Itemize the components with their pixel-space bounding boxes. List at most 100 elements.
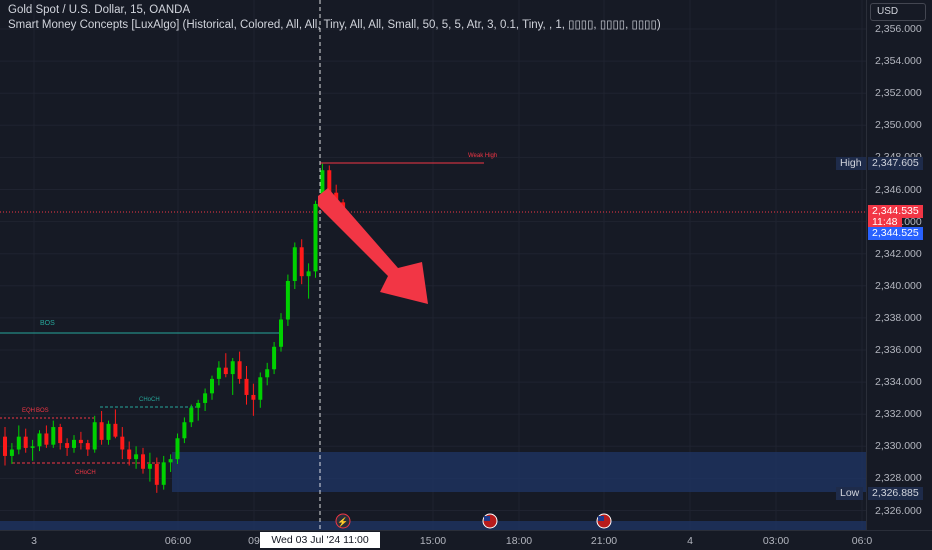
price-tick: 2,346.000 (875, 183, 922, 196)
candle-body (99, 422, 104, 440)
price-tick: 2,326.000 (875, 504, 922, 517)
candle-body (113, 423, 118, 437)
candle (58, 423, 63, 450)
chart-canvas[interactable]: BOS CHoCH EQH BOS CHoCH Weak High ⚡ (0, 0, 866, 530)
time-tick: 21:00 (590, 535, 618, 547)
candle-body (244, 378, 249, 395)
candle-body (285, 280, 290, 320)
candle (244, 366, 249, 405)
time-tick: 06:0 (851, 535, 873, 547)
price-tick: 2,330.000 (875, 440, 922, 453)
down-arrow-drawing[interactable] (318, 188, 428, 304)
current-price-label: 2,344.535 (868, 205, 923, 218)
candle (299, 239, 304, 285)
price-tick: 2,342.000 (875, 247, 922, 260)
candle (182, 417, 187, 444)
price-tick: 2,352.000 (875, 87, 922, 100)
candle-body (16, 436, 21, 450)
candle-body (78, 439, 83, 444)
candle-body (189, 407, 194, 423)
candle (265, 362, 270, 386)
candle (106, 420, 111, 445)
bottom-zone (0, 521, 866, 530)
candle-body (134, 454, 139, 460)
candle (203, 388, 208, 411)
candle (113, 409, 118, 439)
us-flag-event-icon[interactable] (482, 513, 498, 529)
candle (9, 443, 14, 464)
grid (0, 0, 866, 530)
candle-body (161, 462, 166, 485)
candle (78, 431, 83, 450)
candle (51, 420, 56, 448)
candle (237, 351, 242, 384)
time-axis[interactable]: 3 06:00 09 15:00 18:00 21:00 4 03:00 06:0 (0, 530, 932, 550)
choch-upper-label: CHoCH (139, 397, 160, 403)
time-tick: 18:00 (505, 535, 533, 547)
candle (147, 452, 152, 482)
candle-body (120, 436, 125, 450)
candle (175, 433, 180, 464)
candle (65, 438, 70, 456)
candle (168, 454, 173, 472)
candle-body (51, 427, 56, 445)
candle-body (237, 361, 242, 379)
candle (272, 341, 277, 375)
candle (141, 447, 145, 474)
candle-body (216, 367, 221, 379)
candle-body (279, 319, 283, 347)
candle (223, 353, 228, 378)
candle-body (265, 369, 270, 378)
candle (120, 427, 125, 460)
candle (216, 361, 221, 386)
high-tag: High (836, 157, 866, 170)
price-tick: 2,354.000 (875, 55, 922, 68)
time-tick: 06:00 (164, 535, 192, 547)
candle-body (175, 438, 180, 460)
candle (85, 439, 90, 456)
high-price-label: 2,347.605 (868, 157, 923, 170)
candle-body (141, 454, 145, 469)
candle-body (210, 378, 214, 394)
candle-body (320, 170, 325, 204)
flash-event-icon[interactable]: ⚡ (335, 513, 351, 529)
currency-button[interactable]: USD (870, 3, 926, 21)
candle-body (223, 367, 228, 375)
candle-body (37, 433, 42, 447)
candle-body (251, 394, 256, 400)
candle (23, 428, 28, 453)
bid-price-label: 2,344.525 (868, 227, 923, 240)
candle-body (23, 436, 28, 448)
us-flag-event-icon[interactable] (596, 513, 612, 529)
price-tick: 2,350.000 (875, 119, 922, 132)
candle (37, 430, 42, 452)
countdown-label: 11:48 (868, 216, 902, 229)
candle-body (3, 436, 7, 456)
candle-body (182, 422, 187, 439)
candle-body (44, 433, 49, 445)
candle (16, 425, 21, 455)
candle (196, 399, 201, 421)
candle-body (65, 443, 70, 448)
svg-text:⚡: ⚡ (337, 516, 348, 528)
candle-body (72, 439, 76, 448)
candle (127, 441, 132, 466)
candle (3, 427, 7, 466)
eqh-label: EQH (22, 408, 35, 414)
candle (230, 358, 235, 395)
candles (3, 163, 346, 493)
price-axis[interactable]: 2,356.000 2,354.000 2,352.000 2,350.000 2,34… (866, 0, 932, 530)
price-tick: 2,328.000 (875, 472, 922, 485)
candle-body (196, 402, 201, 408)
time-tick: 15:00 (419, 535, 447, 547)
candle-body (203, 393, 208, 403)
candle (92, 415, 97, 453)
chart-pane[interactable]: BOS CHoCH EQH BOS CHoCH Weak High ⚡ (0, 0, 866, 530)
indicator-legend[interactable]: Smart Money Concepts [LuxAlgo] (Historic… (8, 19, 661, 31)
candle (154, 457, 159, 493)
crosshair-time-label: Wed 03 Jul '24 11:00 (260, 532, 380, 548)
candle-body (106, 423, 111, 440)
candle-body (58, 427, 63, 444)
symbol-title[interactable]: Gold Spot / U.S. Dollar, 15, OANDA (8, 4, 191, 16)
candle-body (230, 361, 235, 375)
